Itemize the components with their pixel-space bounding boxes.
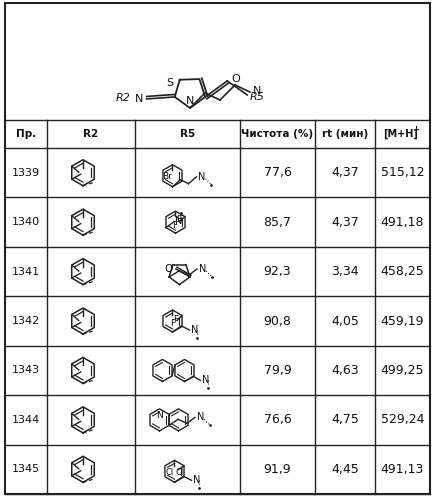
Text: Br: Br [162,172,172,181]
Text: 92,3: 92,3 [263,265,291,278]
Text: 1344: 1344 [12,415,40,425]
Text: 4,37: 4,37 [330,166,358,179]
Text: N: N [198,172,205,182]
Text: N: N [199,264,206,274]
Text: 79,9: 79,9 [263,364,291,377]
Text: R2: R2 [83,129,99,139]
Text: 4,05: 4,05 [330,314,358,327]
Text: rt (мин): rt (мин) [321,129,367,139]
Text: Cl: Cl [175,468,183,477]
Text: Чистота (%): Чистота (%) [241,129,313,139]
Text: 491,13: 491,13 [380,463,423,476]
Text: R5: R5 [249,92,263,102]
Text: 491,18: 491,18 [380,216,423,229]
Text: F: F [173,314,178,323]
Text: F: F [170,319,175,328]
Text: 77,6: 77,6 [263,166,291,179]
Text: 91,9: 91,9 [263,463,291,476]
Text: Cl: Cl [165,468,174,477]
Text: 529,24: 529,24 [380,413,423,426]
Text: 76,6: 76,6 [263,413,291,426]
Text: Пр.: Пр. [16,129,36,139]
Text: N: N [193,475,201,486]
Text: N: N [202,375,209,385]
Text: 1342: 1342 [12,316,40,326]
Text: N: N [156,411,162,420]
Text: S: S [166,78,173,88]
Text: R5: R5 [180,129,195,139]
Text: [M+H]: [M+H] [382,129,417,139]
Text: O: O [231,74,240,84]
Text: N: N [191,325,198,335]
Text: O: O [164,264,173,274]
Text: 459,19: 459,19 [380,314,423,327]
Text: 1340: 1340 [12,217,40,227]
Text: 1341: 1341 [12,266,40,276]
Text: 1343: 1343 [12,365,40,375]
Text: R2: R2 [115,93,131,103]
Text: 4,63: 4,63 [330,364,358,377]
Text: 1345: 1345 [12,464,40,474]
Text: 499,25: 499,25 [380,364,423,377]
Text: 3,34: 3,34 [330,265,358,278]
Text: 1339: 1339 [12,168,40,178]
Text: N: N [197,412,204,422]
Text: F: F [175,215,181,224]
Text: N: N [185,96,194,106]
Text: 4,45: 4,45 [330,463,358,476]
Text: +: + [411,126,418,135]
Text: 4,75: 4,75 [330,413,358,426]
Text: N: N [174,216,182,226]
Text: 90,8: 90,8 [263,314,291,327]
Text: 4,37: 4,37 [330,216,358,229]
Text: 458,25: 458,25 [380,265,424,278]
Text: N: N [134,94,142,104]
Text: N: N [253,86,261,96]
Text: 85,7: 85,7 [263,216,291,229]
Text: 515,12: 515,12 [380,166,423,179]
Text: F: F [172,221,177,230]
